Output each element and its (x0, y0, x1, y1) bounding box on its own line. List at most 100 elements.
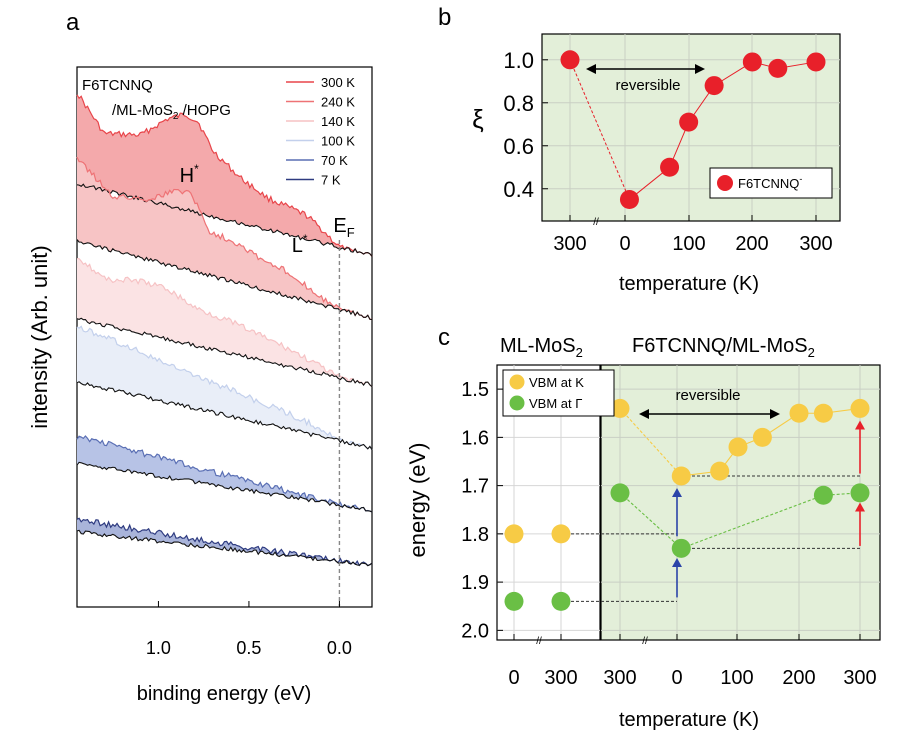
panel-a-title-line2: /ML-MoS2 /HOPG (112, 102, 231, 122)
b-point-3 (679, 112, 699, 132)
panel-c-reversible-label: reversible (675, 387, 740, 404)
c-ytick-label-4: 1.9 (461, 572, 489, 594)
panel-c: 1.5 1.6 1.7 1.8 1.9 2.0 0 300 300 0 100 200 300 // //… (405, 335, 881, 731)
annotation-sup-1: * (303, 232, 308, 246)
c-right-xtick-label-3: 200 (782, 667, 815, 689)
spectrum-line-5 (76, 517, 373, 567)
panel-label-c: c (438, 324, 450, 351)
b-ytick-label-3: 1.0 (503, 48, 534, 73)
panel-a-lines (76, 94, 373, 567)
panel-c-guides (561, 475, 860, 602)
spectrum-baseline-5 (76, 529, 373, 567)
b-point-0 (560, 50, 580, 70)
fermi-label: EF (333, 215, 354, 240)
b-xtick-label-0: 300 (553, 233, 586, 255)
c-point-2-6 (813, 403, 833, 423)
annotation-0: H* (180, 162, 199, 187)
c-arrow-red-low-head (855, 502, 865, 512)
c-point-0-1 (551, 524, 571, 544)
panel-b-legend-label: F6TCNNQ- (738, 174, 802, 191)
c-point-1-0 (504, 591, 524, 611)
panel-b-ylabel: ξ (472, 104, 484, 134)
panel-c-xlabel: temperature (K) (619, 709, 759, 731)
b-ytick-label-2: 0.8 (503, 91, 534, 116)
c-point-2-4 (752, 427, 772, 447)
b-point-4 (704, 76, 724, 96)
c-cool-line-3 (619, 492, 682, 549)
spectrum-fill-4 (77, 436, 372, 512)
c-ytick-label-1: 1.6 (461, 427, 489, 449)
c-left-axis-break: // (536, 636, 542, 647)
c-ytick-label-5: 2.0 (461, 620, 489, 642)
b-xtick-label-4: 300 (799, 233, 832, 255)
c-right-axis-break: // (642, 636, 648, 647)
c-point-3-1 (671, 538, 691, 558)
c-right-xtick-label-0: 300 (603, 667, 636, 689)
c-point-2-7 (850, 398, 870, 418)
panel-c-legend-label-gamma: VBM at Γ (529, 396, 582, 411)
reversible-arrow-b-right-head (695, 64, 705, 74)
c-ytick-label-2: 1.7 (461, 476, 489, 498)
panel-c-points (504, 398, 870, 611)
c-right-xtick-label-4: 300 (843, 667, 876, 689)
annotation-sup-0: * (194, 162, 199, 176)
reversible-arrow-c-left-head (639, 409, 649, 419)
c-point-3-3 (850, 483, 870, 503)
panel-label-b: b (438, 4, 451, 31)
panel-a-xlabel: binding energy (eV) (137, 683, 312, 705)
c-point-2-2 (710, 461, 730, 481)
annotation-text-1: L (292, 235, 303, 257)
legend-label-5: 7 K (321, 173, 341, 188)
panel-c-ylabel: energy (eV) (405, 443, 430, 558)
spectrum-baseline-0 (76, 183, 373, 257)
legend-label-3: 100 K (321, 134, 355, 149)
xtick-label-2: 0.0 (327, 638, 352, 658)
panel-a-xticks: 1.0 0.5 0.0 (146, 601, 352, 658)
c-cool-line-2 (619, 408, 682, 477)
c-arrow-blue-low-head (672, 557, 682, 567)
panel-b-legend-box (709, 167, 833, 199)
spectrum-fill-0 (77, 94, 372, 257)
panel-b-yticks: 0.4 0.6 0.8 1.0 (503, 48, 548, 202)
panel-b-points (560, 50, 826, 210)
b-point-6 (768, 58, 788, 78)
b-cooling-line (569, 59, 630, 200)
spectrum-line-3 (76, 325, 373, 451)
c-point-0-0 (504, 524, 524, 544)
annotation-1: L* (292, 232, 308, 257)
b-xtick-label-2: 100 (672, 233, 705, 255)
b-point-1 (619, 190, 639, 210)
spectrum-line-0 (76, 94, 373, 257)
c-ytick-label-3: 1.8 (461, 524, 489, 546)
c-left-xtick-label-1: 300 (544, 667, 577, 689)
panel-c-right-frame (600, 364, 881, 641)
b-point-2 (660, 157, 680, 177)
panel-a-title-line1: F6TCNNQ (82, 77, 153, 94)
c-point-2-5 (789, 403, 809, 423)
spectrum-baseline-1 (76, 239, 373, 321)
panel-a-legend: 300 K 240 K 140 K 100 K 70 K 7 K (286, 75, 355, 188)
panel-c-xticks: 0 300 300 0 100 200 300 // // (508, 634, 877, 689)
panel-a: EF F6TCNNQ /ML-MoS2 /HOPG H*L* 300 K240 … (27, 66, 373, 705)
spectrum-baseline-4 (76, 461, 373, 513)
c-right-xtick-label-1: 0 (671, 667, 682, 689)
panel-c-yticks: 1.5 1.6 1.7 1.8 1.9 2.0 (461, 379, 503, 642)
b-xtick-label-3: 200 (735, 233, 768, 255)
c-right-xtick-label-2: 100 (720, 667, 753, 689)
panel-c-legend-marker-k (509, 374, 525, 390)
xtick-label-1: 0.5 (236, 638, 261, 658)
spectrum-baseline-2 (76, 317, 373, 388)
annotation-text-0: H (180, 165, 194, 187)
b-point-5 (742, 52, 762, 72)
panel-c-left-title: ML-MoS2 (500, 335, 583, 360)
c-arrow-blue-high-head (672, 488, 682, 498)
panel-label-a: a (66, 9, 80, 36)
panel-b-legend-marker (717, 175, 733, 191)
panel-a-annotations: H*L* (180, 162, 308, 257)
c-point-2-1 (671, 466, 691, 486)
c-point-3-0 (610, 483, 630, 503)
reversible-arrow-b-left-head (586, 64, 596, 74)
legend-label-0: 300 K (321, 75, 355, 90)
panel-c-right-title: F6TCNNQ/ML-MoS2 (632, 335, 815, 360)
